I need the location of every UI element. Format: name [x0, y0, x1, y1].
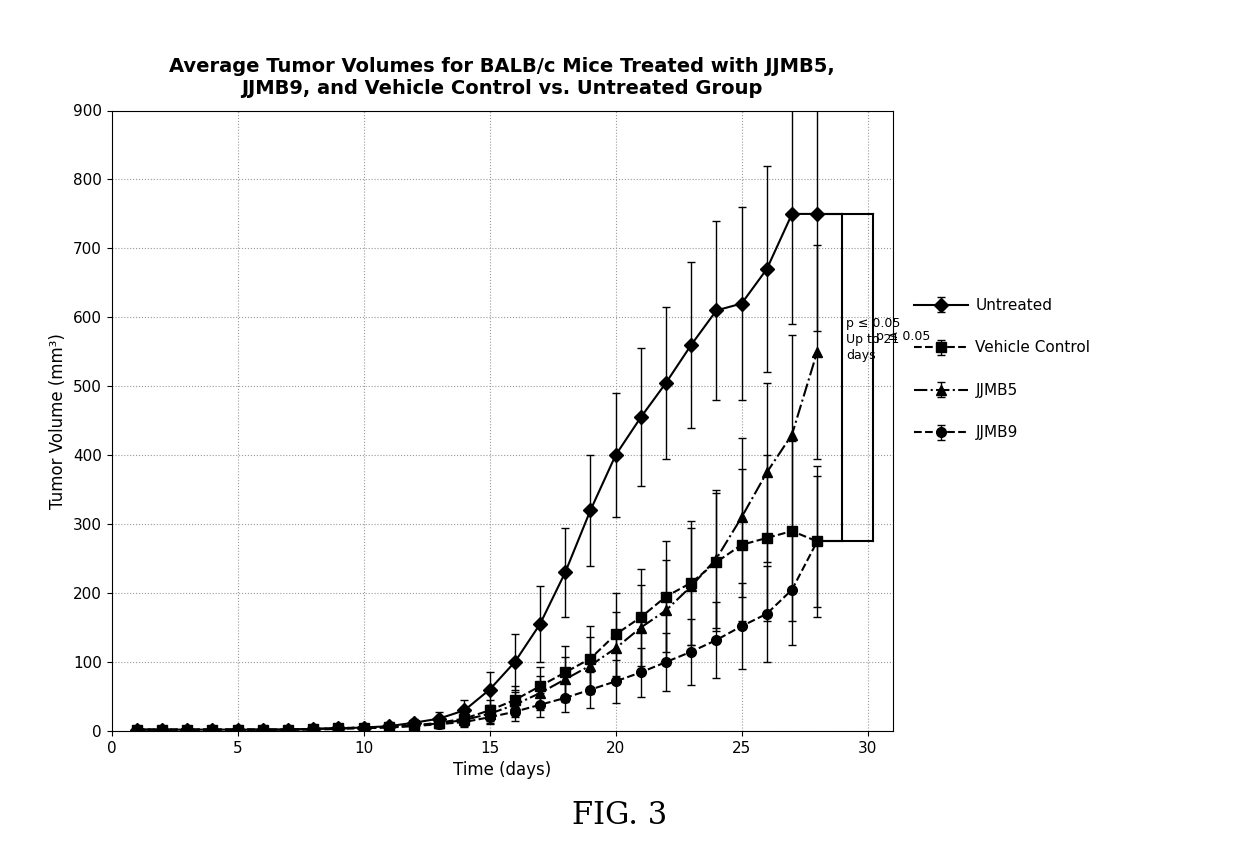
Legend: Untreated, Vehicle Control, JJMB5, JJMB9: Untreated, Vehicle Control, JJMB5, JJMB9 [908, 292, 1096, 446]
Y-axis label: Tumor Volume (mm³): Tumor Volume (mm³) [50, 333, 67, 508]
X-axis label: Time (days): Time (days) [453, 762, 552, 779]
Title: Average Tumor Volumes for BALB/c Mice Treated with JJMB5,
JJMB9, and Vehicle Con: Average Tumor Volumes for BALB/c Mice Tr… [170, 57, 835, 98]
Text: p ≤ 0.05
Up to 21
days: p ≤ 0.05 Up to 21 days [846, 317, 900, 362]
Text: FIG. 3: FIG. 3 [573, 801, 667, 831]
Text: p ≤ 0.05: p ≤ 0.05 [877, 330, 931, 343]
